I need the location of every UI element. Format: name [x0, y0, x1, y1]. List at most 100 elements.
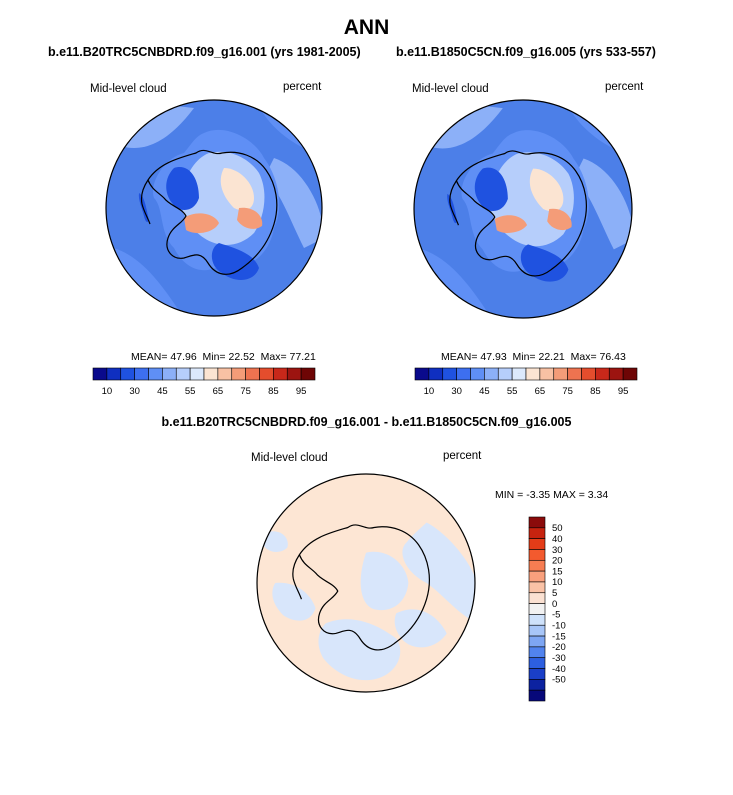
diff-colorbar-tick-label: -30 [552, 653, 566, 664]
diff-colorbar-swatch [528, 603, 546, 615]
colorbar-swatch [273, 367, 288, 381]
colorbar-tick-label: 95 [296, 386, 307, 397]
panel1-units-label: percent [283, 81, 322, 93]
colorbar-swatch [300, 367, 316, 381]
colorbar-swatch [553, 367, 568, 381]
diff-colorbar-swatch [528, 581, 546, 594]
colorbar-swatch [608, 367, 624, 381]
diff-colorbar-swatch [528, 527, 546, 539]
max-value: 77.21 [289, 351, 316, 363]
colorbar-swatch [581, 367, 596, 381]
diff-colorbar-swatch [528, 614, 546, 626]
panel2-case-title: b.e11.B1850C5CN.f09_g16.005 (yrs 533-557… [396, 45, 656, 59]
min-label: Min= [202, 351, 226, 363]
diff-colorbar-swatch [528, 679, 546, 691]
diff-colorbar-swatch [528, 624, 546, 637]
colorbar-swatch [567, 367, 582, 381]
panel1-colorbar: 10 30 45 55 65 75 85 95 [92, 367, 316, 397]
panel2-variable-label: Mid-level cloud [412, 83, 489, 95]
colorbar-swatch [456, 367, 471, 381]
diff-colorbar-tick-label: -50 [552, 675, 566, 686]
panel2-polar-map [413, 99, 633, 319]
colorbar-swatch [442, 367, 457, 381]
panel2-units-label: percent [605, 81, 644, 93]
diff-colorbar-tick-label: -5 [552, 610, 560, 621]
colorbar-tick-label: 30 [451, 386, 462, 397]
diff-colorbar-tick-label: 0 [552, 599, 557, 610]
colorbar-tick-label: 75 [240, 386, 251, 397]
colorbar-tick-label: 10 [424, 386, 435, 397]
colorbar-swatch [470, 367, 485, 381]
colorbar-swatch [414, 367, 430, 381]
diff-colorbar-swatch [528, 668, 546, 680]
diff-colorbar-swatch [528, 516, 546, 529]
diff-colorbar-tick-label: 5 [552, 588, 557, 599]
colorbar-swatch [245, 367, 260, 381]
colorbar-tick-label: 10 [102, 386, 113, 397]
colorbar-swatch [92, 367, 108, 381]
colorbar-swatch [497, 367, 513, 381]
mean-label: MEAN= [131, 351, 168, 363]
colorbar-swatch [106, 367, 122, 381]
diff-colorbar-tick-label: -40 [552, 664, 566, 675]
diff-colorbar-tick-label: 40 [552, 534, 563, 545]
colorbar-swatch [595, 367, 610, 381]
colorbar-swatch [231, 367, 246, 381]
colorbar-swatch [484, 367, 499, 381]
page-title: ANN [343, 16, 390, 39]
diff-colorbar-swatch [528, 646, 546, 659]
colorbar-tick-label: 85 [268, 386, 279, 397]
diff-case-title: b.e11.B20TRC5CNBDRD.f09_g16.001 - b.e11.… [161, 415, 572, 429]
colorbar-swatch [175, 367, 191, 381]
panel2-stats: MEAN= 47.93 Min= 22.21 Max= 76.43 [441, 351, 626, 363]
max-label: Max= [260, 351, 287, 363]
mean-label: MEAN= [441, 351, 478, 363]
diff-colorbar-swatch [528, 635, 546, 648]
min-value: 22.21 [538, 351, 565, 363]
colorbar-swatch [539, 367, 555, 381]
diff-colorbar-swatch [528, 559, 546, 572]
diff-colorbar-tick-label: 50 [552, 523, 563, 534]
diff-colorbar-tick-label: -20 [552, 642, 566, 653]
colorbar-tick-label: 65 [213, 386, 224, 397]
diff-colorbar-tick-label: 20 [552, 556, 563, 567]
colorbar-swatch [525, 367, 541, 381]
colorbar-tick-label: 45 [479, 386, 490, 397]
diff-colorbar-swatch [528, 549, 546, 561]
panel1-stats: MEAN= 47.96 Min= 22.52 Max= 77.21 [131, 351, 316, 363]
diff-colorbar-tick-label: -10 [552, 621, 566, 632]
panel1-variable-label: Mid-level cloud [90, 83, 167, 95]
colorbar-swatch [259, 367, 274, 381]
diff-colorbar-tick-label: 15 [552, 566, 563, 577]
diff-units-label: percent [443, 450, 482, 462]
colorbar-tick-label: 55 [185, 386, 196, 397]
min-label: Min= [512, 351, 536, 363]
panel1-polar-map [105, 99, 323, 317]
max-label: Max= [570, 351, 597, 363]
diff-colorbar-tick-label: 10 [552, 577, 563, 588]
diff-minmax: MIN = -3.35 MAX = 3.34 [495, 489, 609, 501]
colorbar-tick-label: 95 [618, 386, 629, 397]
colorbar-swatch [511, 367, 527, 381]
diff-colorbar-tick-label: 30 [552, 545, 563, 556]
diff-colorbar-swatch [528, 538, 546, 550]
colorbar-tick-label: 30 [129, 386, 140, 397]
colorbar-swatch [286, 367, 302, 381]
panel1-case-title: b.e11.B20TRC5CNBDRD.f09_g16.001 (yrs 198… [48, 45, 361, 59]
colorbar-swatch [148, 367, 163, 381]
colorbar-tick-label: 65 [535, 386, 546, 397]
diff-colorbar-swatch [528, 657, 546, 669]
colorbar-tick-label: 45 [157, 386, 168, 397]
diff-colorbar-tick-label: -15 [552, 631, 566, 642]
colorbar-swatch [120, 367, 135, 381]
diff-colorbar-swatch [528, 689, 546, 702]
diff-variable-label: Mid-level cloud [251, 452, 328, 464]
mean-value: 47.96 [170, 351, 197, 363]
colorbar-swatch [622, 367, 638, 381]
colorbar-tick-label: 75 [562, 386, 573, 397]
max-value: 76.43 [599, 351, 626, 363]
panel2-colorbar: 10 30 45 55 65 75 85 95 [414, 367, 638, 397]
diff-polar-map [256, 473, 476, 693]
colorbar-tick-label: 55 [507, 386, 518, 397]
